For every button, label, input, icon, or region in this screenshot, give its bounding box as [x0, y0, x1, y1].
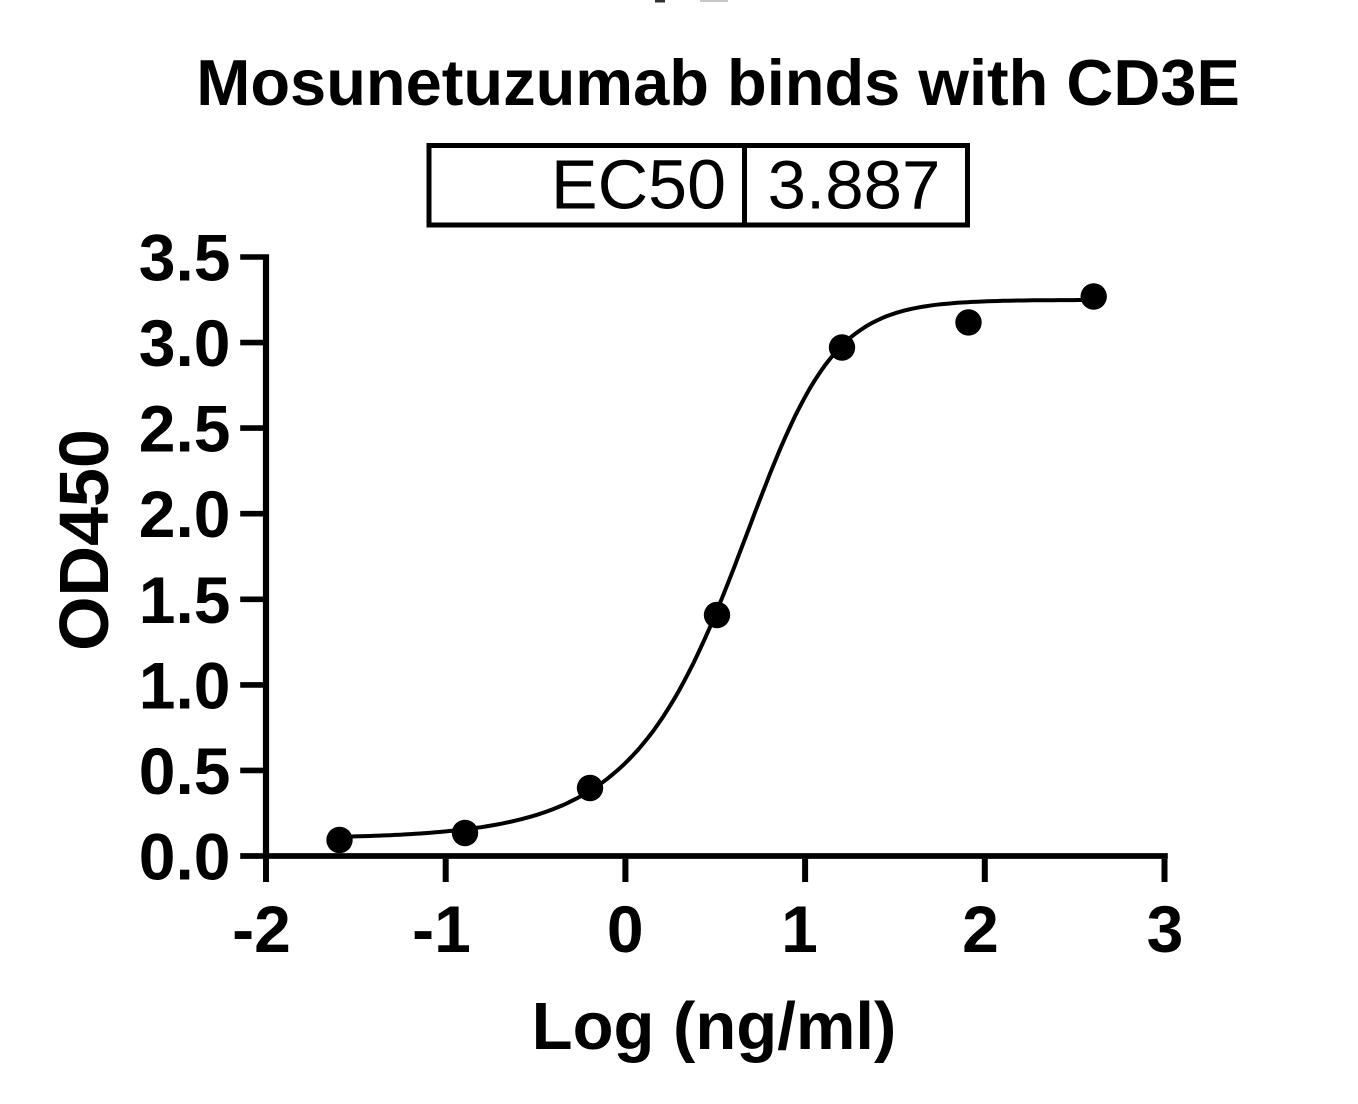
svg-text:0.0: 0.0: [139, 820, 231, 894]
svg-text:0: 0: [607, 892, 644, 966]
svg-text:3.5: 3.5: [139, 221, 231, 295]
svg-text:2.5: 2.5: [139, 392, 231, 466]
svg-text:3.0: 3.0: [139, 306, 231, 380]
svg-text:OD450: OD450: [45, 429, 123, 651]
svg-text:2.0: 2.0: [139, 477, 231, 551]
svg-text:1: 1: [781, 892, 818, 966]
svg-text:3.887: 3.887: [768, 147, 941, 224]
svg-text:EC50: EC50: [551, 146, 726, 224]
svg-text:1.5: 1.5: [139, 563, 231, 637]
svg-text:2: 2: [962, 892, 999, 966]
svg-text:Mosunetuzumab binds with CD3E: Mosunetuzumab binds with CD3E: [196, 46, 1240, 119]
svg-text:-1: -1: [412, 892, 471, 966]
svg-text:Log (ng/ml): Log (ng/ml): [532, 989, 897, 1064]
svg-text:1.0: 1.0: [139, 648, 231, 722]
svg-text:3: 3: [1147, 892, 1184, 966]
svg-text:0.5: 0.5: [139, 734, 231, 808]
svg-text:-2: -2: [232, 892, 291, 966]
